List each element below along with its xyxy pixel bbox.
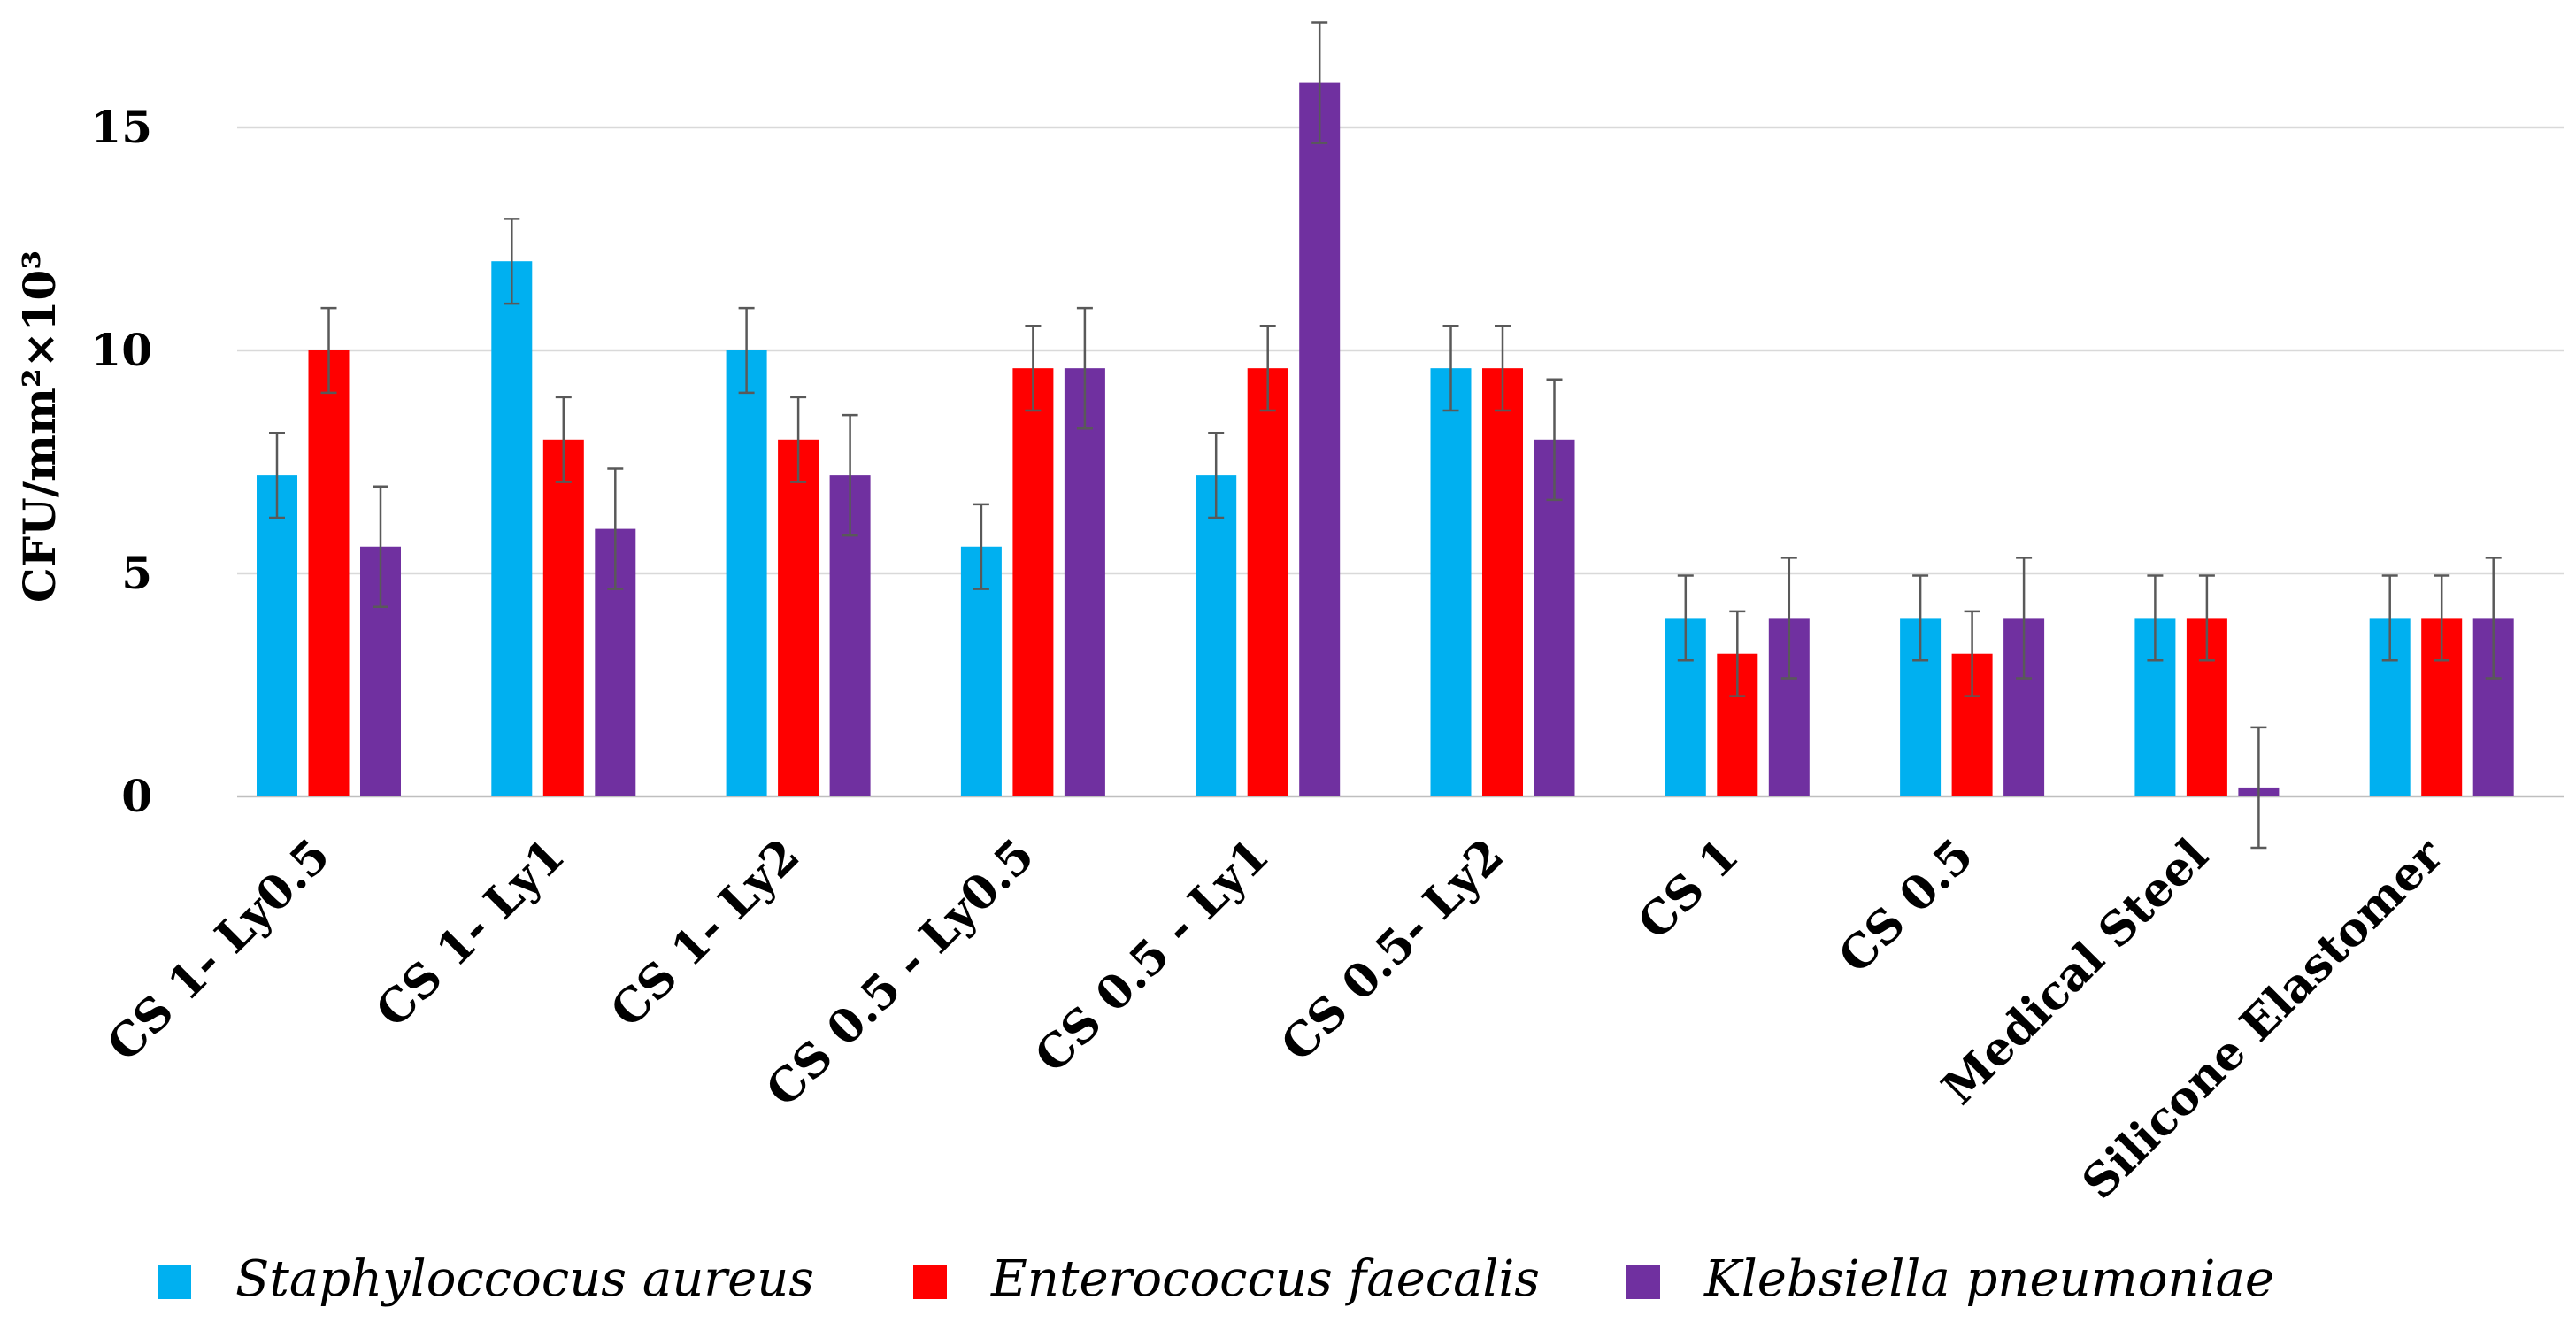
legend-swatch: [158, 1265, 191, 1299]
bar-staphylococcus: [491, 261, 533, 796]
y-tick-labels: 0 5 10 15: [90, 101, 152, 822]
error-bar: [1495, 325, 1511, 412]
error-bar: [2250, 726, 2267, 850]
error-bar: [1964, 610, 1980, 697]
bar-enterococcus: [308, 350, 350, 796]
error-bar: [2381, 574, 2398, 662]
bars: [257, 82, 2514, 797]
x-category-label: CS 1- Ly0.5: [96, 828, 340, 1072]
error-bar: [555, 396, 572, 483]
error-bar: [2147, 574, 2164, 662]
bar-staphylococcus: [257, 475, 297, 796]
legend: Staphyloccocus aureus Enterococcus faecal…: [158, 1250, 2274, 1308]
error-bar: [504, 218, 520, 305]
legend-label: Enterococcus faecalis: [990, 1250, 1540, 1308]
error-bar: [2485, 557, 2502, 680]
legend-label: Staphyloccocus aureus: [235, 1250, 814, 1308]
legend-item: Staphyloccocus aureus: [158, 1250, 814, 1308]
x-category-label: CS 1- Ly1: [365, 828, 575, 1038]
error-bar: [2434, 574, 2450, 662]
error-bar: [1729, 610, 1746, 697]
bar-staphylococcus: [1196, 475, 1237, 796]
error-bar: [2198, 574, 2215, 662]
error-bar: [842, 413, 858, 537]
category-labels: CS 1- Ly0.5 CS 1- Ly1 CS 1- Ly2 CS 0.5 - Ly…: [96, 828, 2453, 1211]
error-bar: [1208, 431, 1225, 519]
error-bar: [320, 306, 337, 395]
error-bar: [607, 467, 624, 590]
bar-enterococcus: [778, 439, 819, 796]
legend-label: Klebsiella pneumoniae: [1703, 1250, 2274, 1308]
bar-enterococcus: [542, 439, 584, 796]
legend-item: Klebsiella pneumoniae: [1626, 1250, 2274, 1308]
x-category-label: CS 0.5 - Ly1: [1025, 828, 1280, 1083]
legend-swatch: [913, 1265, 947, 1299]
error-bar: [790, 396, 807, 483]
bar-enterococcus: [1247, 368, 1288, 796]
x-category-label: CS 1: [1627, 828, 1749, 950]
legend-swatch: [1626, 1265, 1660, 1299]
legend-item: Enterococcus faecalis: [913, 1250, 1540, 1308]
error-bar: [373, 485, 388, 609]
error-bar: [1677, 574, 1694, 662]
x-category-label: CS 1- Ly2: [600, 828, 810, 1038]
bar-klebsiella: [1299, 82, 1341, 797]
y-tick-label: 15: [90, 101, 152, 153]
x-category-label: CS 0.5- Ly2: [1271, 828, 1514, 1072]
error-bar: [269, 431, 285, 519]
error-bars: [269, 21, 2502, 850]
error-bar: [1912, 574, 1929, 662]
error-bar: [1442, 325, 1459, 412]
bar-enterococcus: [1012, 368, 1054, 796]
bar-klebsiella: [1064, 368, 1105, 796]
x-category-label: CS 0.5: [1828, 828, 1984, 984]
error-bar: [1259, 325, 1276, 412]
error-bar: [1025, 325, 1042, 412]
bar-staphylococcus: [1430, 368, 1472, 796]
error-bar: [1780, 557, 1797, 680]
error-bar: [738, 306, 755, 395]
y-tick-label: 0: [121, 770, 152, 822]
error-bar: [1076, 306, 1093, 430]
error-bar: [2016, 557, 2033, 680]
y-tick-label: 5: [121, 547, 152, 599]
error-bar: [1311, 21, 1328, 144]
bar-enterococcus: [1482, 368, 1523, 796]
error-bar: [1546, 378, 1563, 502]
error-bar: [973, 503, 989, 590]
y-axis-title: CFU/mm²×10³: [13, 250, 65, 603]
y-tick-label: 10: [90, 324, 152, 376]
bar-staphylococcus: [726, 350, 767, 796]
